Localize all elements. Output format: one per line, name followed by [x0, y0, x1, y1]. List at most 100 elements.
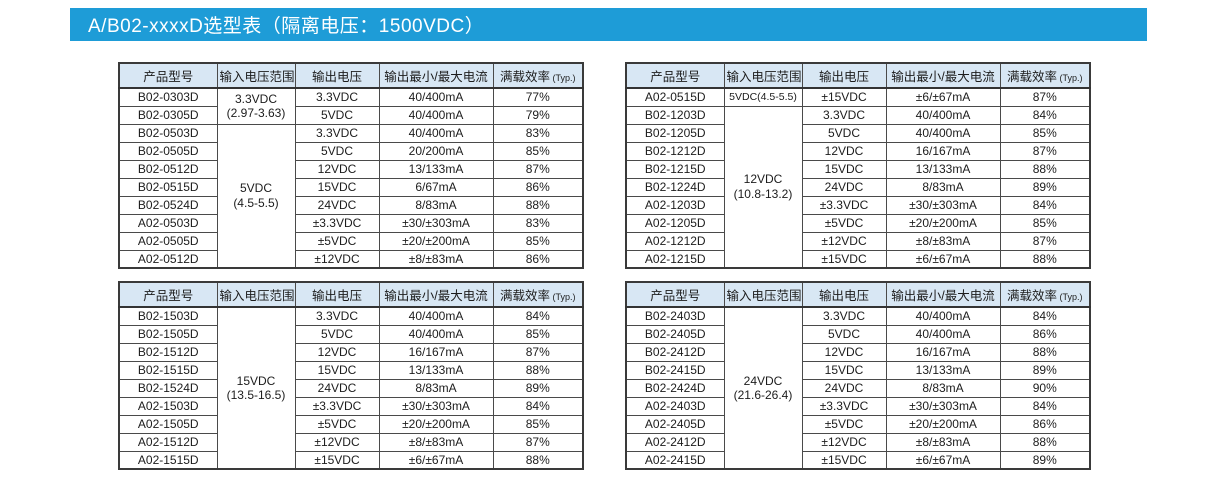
- output-voltage-cell: ±15VDC: [801, 450, 887, 470]
- output-voltage-cell: ±12VDC: [294, 249, 380, 269]
- model-cell: B02-1215D: [625, 159, 725, 179]
- output-current-cell: 40/400mA: [885, 306, 1001, 326]
- column-header: 输出最小/最大电流: [378, 281, 494, 308]
- efficiency-cell: 88%: [999, 342, 1091, 362]
- model-cell: B02-1203D: [625, 105, 725, 125]
- output-voltage-cell: 5VDC: [801, 123, 887, 143]
- output-current-cell: ±6/±67mA: [885, 450, 1001, 470]
- model-cell: B02-1205D: [625, 123, 725, 143]
- output-current-cell: ±30/±303mA: [885, 396, 1001, 416]
- efficiency-cell: 83%: [492, 213, 584, 233]
- output-current-cell: ±6/±67mA: [885, 249, 1001, 269]
- output-current-cell: ±20/±200mA: [378, 231, 494, 251]
- table-row: B02-1215D 15VDC 13/133mA 88%: [625, 159, 1091, 179]
- output-current-cell: 40/400mA: [378, 306, 494, 326]
- selection-tables-grid: 产品型号 输入电压范围 输出电压 输出最小/最大电流 满载效率 (Typ.) B02-03…: [118, 62, 1091, 470]
- header-row: 产品型号 输入电压范围 输出电压 输出最小/最大电流 满载效率 (Typ.): [625, 62, 1091, 89]
- model-cell: B02-0512D: [118, 159, 218, 179]
- column-header: 输出电压: [801, 62, 887, 89]
- table-row: A02-2405D ±5VDC ±20/±200mA 86%: [625, 414, 1091, 434]
- model-cell: B02-0515D: [118, 177, 218, 197]
- output-voltage-cell: 15VDC: [801, 159, 887, 179]
- output-current-cell: 6/67mA: [378, 177, 494, 197]
- table-row: B02-0524D 24VDC 8/83mA 88%: [118, 195, 584, 215]
- table-row: B02-0505D 5VDC 20/200mA 85%: [118, 141, 584, 161]
- column-header: 输入电压范围: [216, 281, 296, 308]
- table-row: A02-1203D ±3.3VDC ±30/±303mA 84%: [625, 195, 1091, 215]
- model-cell: B02-2403D: [625, 306, 725, 326]
- output-voltage-cell: 5VDC: [294, 141, 380, 161]
- column-header: 输入电压范围: [723, 281, 803, 308]
- section-title-banner: A/B02-xxxxD选型表（隔离电压：1500VDC）: [70, 8, 1147, 41]
- output-voltage-cell: ±12VDC: [801, 231, 887, 251]
- table-row: A02-2412D ±12VDC ±8/±83mA 88%: [625, 432, 1091, 452]
- output-voltage-cell: 5VDC: [294, 105, 380, 125]
- output-current-cell: 8/83mA: [885, 177, 1001, 197]
- model-cell: B02-1515D: [118, 360, 218, 380]
- output-current-cell: 8/83mA: [378, 195, 494, 215]
- output-voltage-cell: 12VDC: [294, 159, 380, 179]
- model-cell: A02-1212D: [625, 231, 725, 251]
- header-row: 产品型号 输入电压范围 输出电压 输出最小/最大电流 满载效率 (Typ.): [118, 62, 584, 89]
- output-current-cell: 13/133mA: [378, 360, 494, 380]
- model-cell: B02-0305D: [118, 105, 218, 125]
- output-current-cell: 40/400mA: [885, 105, 1001, 125]
- efficiency-cell: 88%: [999, 432, 1091, 452]
- efficiency-cell: 88%: [492, 450, 584, 470]
- efficiency-cell: 84%: [999, 396, 1091, 416]
- input-voltage-range-cell: 5VDC(4.5-5.5): [723, 87, 803, 107]
- header-row: 产品型号 输入电压范围 输出电压 输出最小/最大电流 满载效率 (Typ.): [118, 281, 584, 308]
- header-row: 产品型号 输入电压范围 输出电压 输出最小/最大电流 满载效率 (Typ.): [625, 281, 1091, 308]
- efficiency-cell: 87%: [999, 231, 1091, 251]
- table-row: B02-0512D 12VDC 13/133mA 87%: [118, 159, 584, 179]
- output-voltage-cell: 3.3VDC: [801, 306, 887, 326]
- model-cell: A02-2415D: [625, 450, 725, 470]
- efficiency-cell: 86%: [492, 249, 584, 269]
- output-current-cell: 40/400mA: [378, 87, 494, 107]
- table-row: B02-1203D 12VDC (10.8-13.2) 3.3VDC 40/400mA 8…: [625, 105, 1091, 269]
- efficiency-cell: 89%: [999, 360, 1091, 380]
- efficiency-cell: 86%: [999, 324, 1091, 344]
- model-cell: B02-0303D: [118, 87, 218, 107]
- model-cell: A02-2403D: [625, 396, 725, 416]
- model-cell: B02-2415D: [625, 360, 725, 380]
- output-current-cell: 20/200mA: [378, 141, 494, 161]
- output-current-cell: 40/400mA: [885, 324, 1001, 344]
- table-row: A02-2403D ±3.3VDC ±30/±303mA 84%: [625, 396, 1091, 416]
- model-cell: A02-0503D: [118, 213, 218, 233]
- output-current-cell: ±8/±83mA: [378, 249, 494, 269]
- efficiency-cell: 85%: [492, 414, 584, 434]
- output-voltage-cell: ±3.3VDC: [294, 213, 380, 233]
- output-voltage-cell: 5VDC: [801, 324, 887, 344]
- output-current-cell: ±30/±303mA: [885, 195, 1001, 215]
- output-voltage-cell: ±15VDC: [801, 249, 887, 269]
- efficiency-cell: 89%: [492, 378, 584, 398]
- table-row: B02-1512D 12VDC 16/167mA 87%: [118, 342, 584, 362]
- output-voltage-cell: 3.3VDC: [801, 105, 887, 125]
- model-cell: A02-0512D: [118, 249, 218, 269]
- table-row: B02-1205D 5VDC 40/400mA 85%: [625, 123, 1091, 143]
- model-cell: B02-2405D: [625, 324, 725, 344]
- table-row: B02-2405D 5VDC 40/400mA 86%: [625, 324, 1091, 344]
- output-voltage-cell: 24VDC: [801, 378, 887, 398]
- output-current-cell: ±8/±83mA: [885, 231, 1001, 251]
- selection-table-bottom-right: 产品型号 输入电压范围 输出电压 输出最小/最大电流 满载效率 (Typ.) B02-24…: [625, 281, 1091, 470]
- output-current-cell: ±30/±303mA: [378, 396, 494, 416]
- output-current-cell: ±6/±67mA: [378, 450, 494, 470]
- output-voltage-cell: 15VDC: [294, 360, 380, 380]
- output-voltage-cell: 12VDC: [801, 141, 887, 161]
- efficiency-cell: 85%: [492, 141, 584, 161]
- column-header: 输出电压: [294, 62, 380, 89]
- input-voltage-range-cell: 15VDC (13.5-16.5): [216, 306, 296, 470]
- column-header: 满载效率 (Typ.): [999, 281, 1091, 308]
- table-row: A02-1205D ±5VDC ±20/±200mA 85%: [625, 213, 1091, 233]
- table-row: A02-1215D ±15VDC ±6/±67mA 88%: [625, 249, 1091, 269]
- input-voltage-range-cell: 12VDC (10.8-13.2): [723, 105, 803, 269]
- model-cell: A02-1205D: [625, 213, 725, 233]
- table-row: B02-1524D 24VDC 8/83mA 89%: [118, 378, 584, 398]
- table-row: A02-2415D ±15VDC ±6/±67mA 89%: [625, 450, 1091, 470]
- column-header: 输入电压范围: [216, 62, 296, 89]
- output-voltage-cell: 15VDC: [801, 360, 887, 380]
- output-voltage-cell: ±5VDC: [294, 414, 380, 434]
- efficiency-cell: 83%: [492, 123, 584, 143]
